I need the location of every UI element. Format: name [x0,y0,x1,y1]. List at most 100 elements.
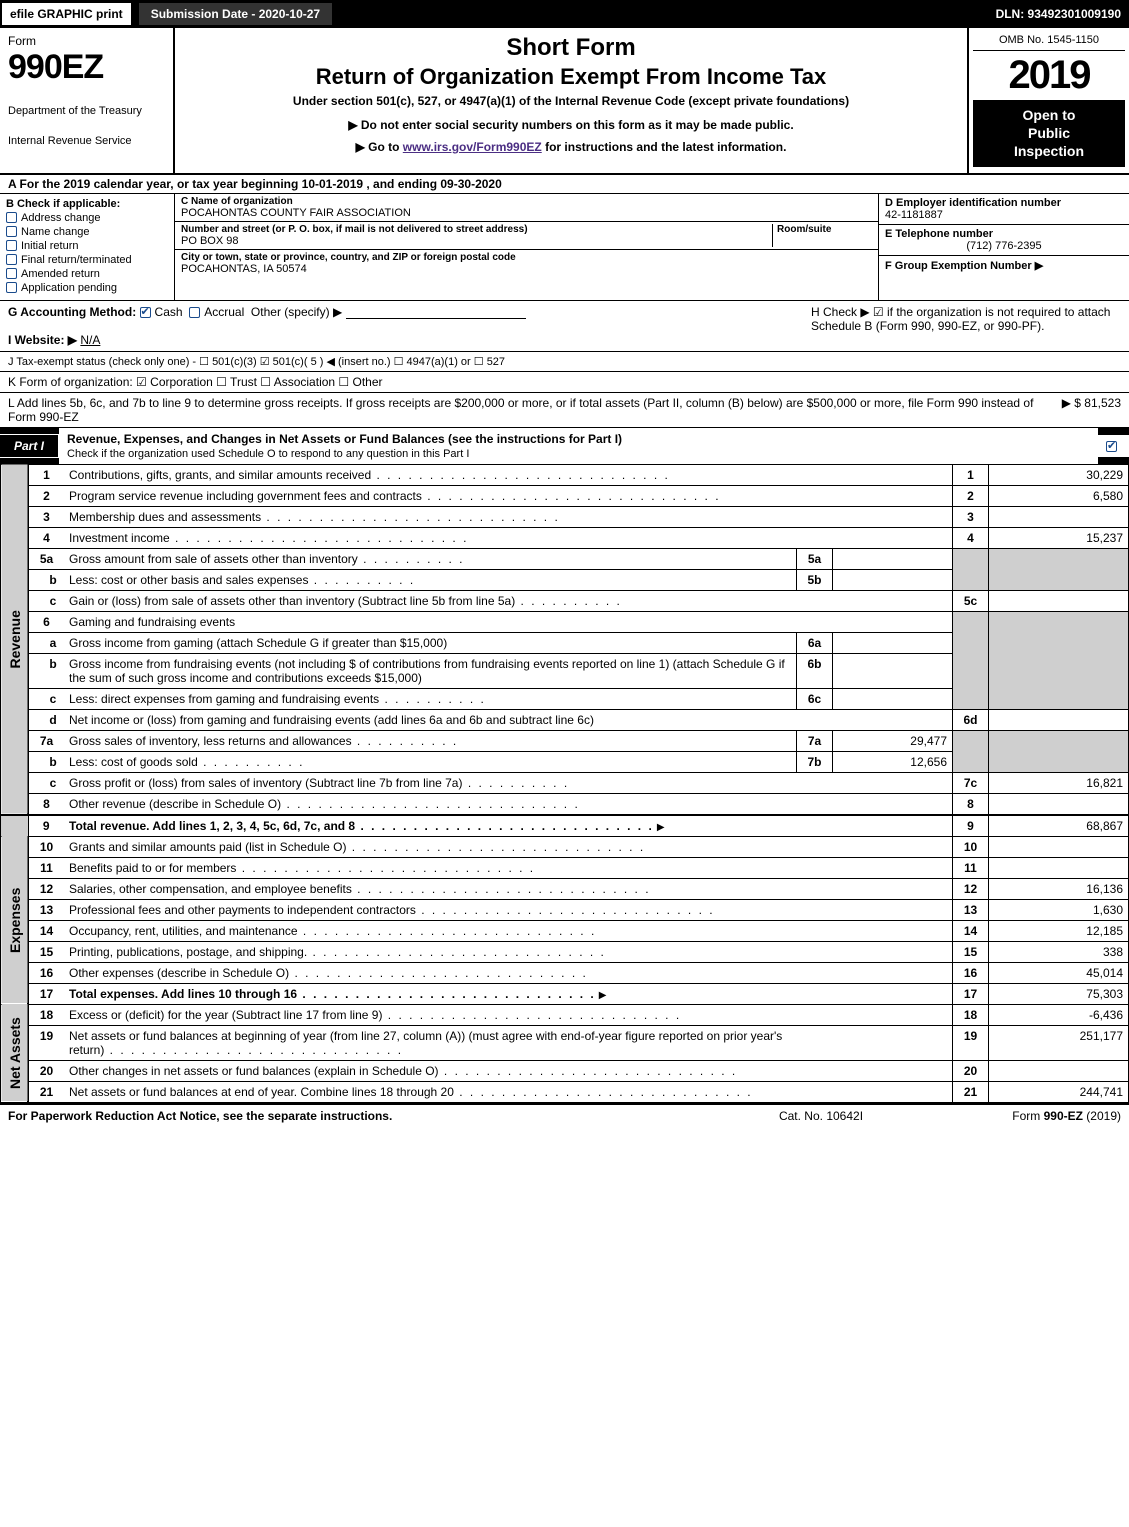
chk-amended-return-label: Amended return [21,268,100,280]
line-8-value [989,793,1129,815]
line-11-label: 11 [953,857,989,878]
part1-check-line: Check if the organization used Schedule … [67,448,469,460]
other-label: Other (specify) ▶ [251,305,342,319]
line-18-num: 18 [28,1004,64,1025]
website-value: N/A [80,333,100,347]
line-7a-mini-value: 29,477 [833,730,953,751]
line-11-desc: Benefits paid to or for members [69,861,535,875]
line-21-num: 21 [28,1081,64,1102]
line-14-value: 12,185 [989,920,1129,941]
line-15: 15 Printing, publications, postage, and … [1,941,1129,962]
top-bar: efile GRAPHIC print Submission Date - 20… [0,0,1129,28]
part1-table: Revenue 1 Contributions, gifts, grants, … [0,464,1129,1103]
line-17-label: 17 [953,983,989,1004]
line-7a-mini-label: 7a [797,730,833,751]
line-9-desc: Total revenue. Add lines 1, 2, 3, 4, 5c,… [69,819,654,833]
line-10-label: 10 [953,836,989,857]
line-4-desc: Investment income [69,531,468,545]
group-exemption-cell: F Group Exemption Number ▶ [879,256,1129,275]
other-specify-input[interactable] [346,305,526,319]
line-6a-mini-label: 6a [797,632,833,653]
line-4-num: 4 [28,527,64,548]
accounting-method: G Accounting Method: Cash Accrual Other … [8,305,811,347]
line-9-value: 68,867 [989,815,1129,837]
address-cell: Number and street (or P. O. box, if mail… [175,222,878,250]
line-11: 11 Benefits paid to or for members 11 [1,857,1129,878]
ein-label: D Employer identification number [885,197,1123,209]
chk-name-change-label: Name change [21,226,90,238]
form-word: Form [8,34,165,48]
g-label: G Accounting Method: [8,305,136,319]
row-l-amount: ▶ $ 81,523 [1054,396,1121,424]
irs-link[interactable]: www.irs.gov/Form990EZ [403,140,542,154]
inspection-line1: Open to [975,106,1123,124]
line-17-num: 17 [28,983,64,1004]
row-k-form-org: K Form of organization: ☑ Corporation ☐ … [0,372,1129,393]
chk-application-pending-label: Application pending [21,282,117,294]
instructions-link-line: ▶ Go to www.irs.gov/Form990EZ for instru… [183,140,959,154]
line-18-value: -6,436 [989,1004,1129,1025]
line-7c-value: 16,821 [989,772,1129,793]
line-14-desc: Occupancy, rent, utilities, and maintena… [69,924,596,938]
chk-address-change-label: Address change [21,212,101,224]
line-2-desc: Program service revenue including govern… [69,489,721,503]
line-6b-num: b [28,653,64,688]
line-18-label: 18 [953,1004,989,1025]
chk-application-pending[interactable]: Application pending [6,282,168,294]
line-16-num: 16 [28,962,64,983]
line-6c-mini-value [833,688,953,709]
chk-initial-return[interactable]: Initial return [6,240,168,252]
line-16: 16 Other expenses (describe in Schedule … [1,962,1129,983]
phone-value: (712) 776-2395 [885,240,1123,252]
line-20-value [989,1060,1129,1081]
chk-accrual[interactable] [189,307,200,318]
line-3-num: 3 [28,506,64,527]
row-h: H Check ▶ ☑ if the organization is not r… [811,305,1121,347]
line-7b-desc: Less: cost of goods sold [69,755,304,769]
chk-address-change[interactable]: Address change [6,212,168,224]
line-4-label: 4 [953,527,989,548]
header-right: OMB No. 1545-1150 2019 Open to Public In… [969,28,1129,173]
grey-5-val [989,548,1129,590]
line-4: 4 Investment income 4 15,237 [1,527,1129,548]
line-9-label: 9 [953,815,989,837]
accrual-label: Accrual [204,305,244,319]
header-center: Short Form Return of Organization Exempt… [175,28,969,173]
efile-print-label[interactable]: efile GRAPHIC print [0,1,133,27]
grey-7 [953,730,989,772]
form-title: Return of Organization Exempt From Incom… [183,64,959,90]
chk-initial-return-label: Initial return [21,240,78,252]
cash-label: Cash [155,305,183,319]
link-prefix: ▶ Go to [356,140,403,154]
row-l-gross-receipts: L Add lines 5b, 6c, and 7b to line 9 to … [0,393,1129,428]
line-7a-num: 7a [28,730,64,751]
line-11-value [989,857,1129,878]
submission-date-label: Submission Date - 2020-10-27 [137,1,334,27]
line-3-desc: Membership dues and assessments [69,510,560,524]
line-4-value: 15,237 [989,527,1129,548]
part1-schedule-o-check[interactable] [1098,435,1129,457]
form-subtitle: Under section 501(c), 527, or 4947(a)(1)… [183,94,959,108]
grey-7-val [989,730,1129,772]
omb-number: OMB No. 1545-1150 [973,34,1125,51]
line-6a-desc: Gross income from gaming (attach Schedul… [64,632,797,653]
line-21-value: 244,741 [989,1081,1129,1102]
line-9-sidebar-gap [1,815,29,837]
line-10: Expenses 10 Grants and similar amounts p… [1,836,1129,857]
line-5c-value [989,590,1129,611]
line-6d-num: d [28,709,64,730]
chk-final-return[interactable]: Final return/terminated [6,254,168,266]
part1-badge: Part I [0,434,59,458]
chk-cash[interactable] [140,307,151,318]
chk-name-change[interactable]: Name change [6,226,168,238]
arrow-icon-17 [596,987,610,1001]
chk-amended-return[interactable]: Amended return [6,268,168,280]
line-12: 12 Salaries, other compensation, and emp… [1,878,1129,899]
tax-year: 2019 [973,51,1125,100]
city-label: City or town, state or province, country… [181,252,872,263]
part1-title-text: Revenue, Expenses, and Changes in Net As… [67,432,622,446]
line-7a-desc: Gross sales of inventory, less returns a… [69,734,458,748]
form-header: Form 990EZ Department of the Treasury In… [0,28,1129,175]
row-j-tax-exempt: J Tax-exempt status (check only one) - ☐… [0,352,1129,372]
line-12-label: 12 [953,878,989,899]
